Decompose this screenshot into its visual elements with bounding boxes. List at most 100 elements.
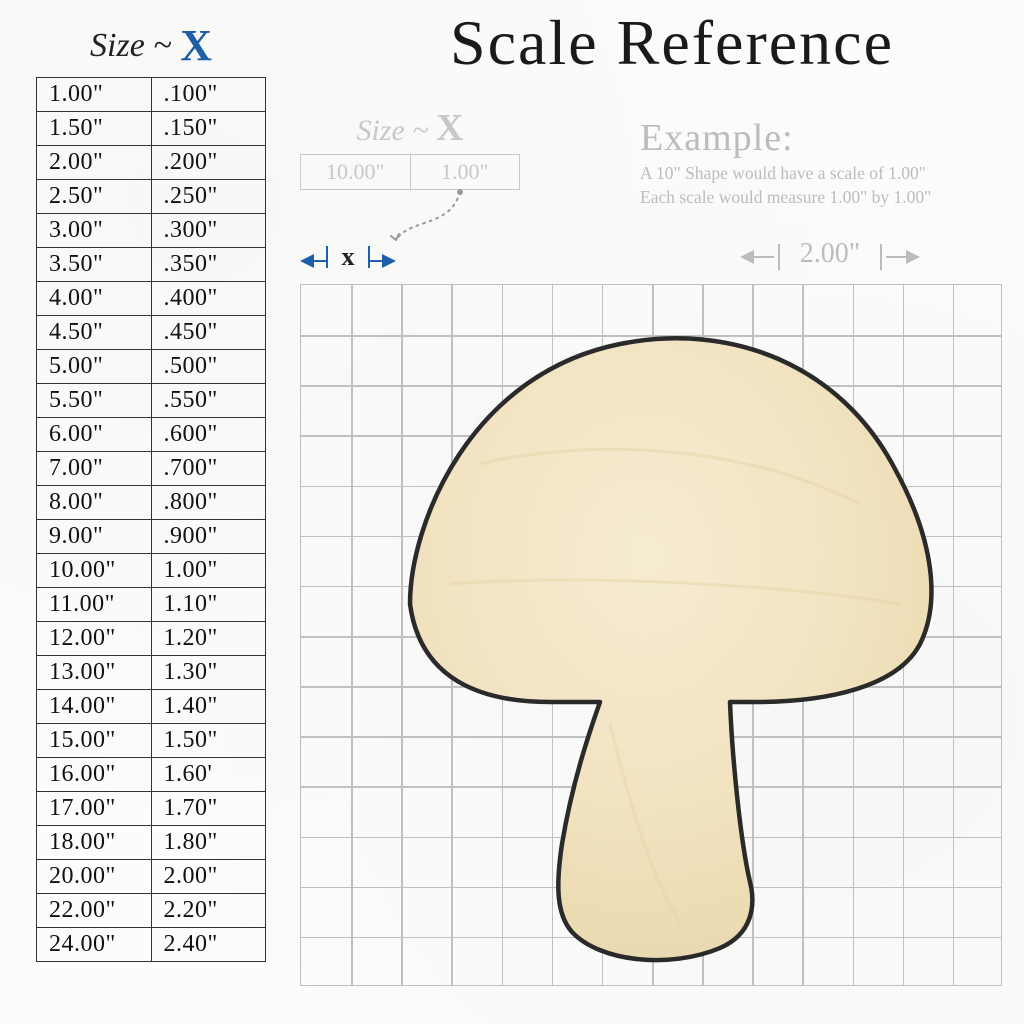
table-row: 20.00"2.00" xyxy=(37,860,266,894)
table-cell: 1.10" xyxy=(151,588,266,622)
table-cell: 7.00" xyxy=(37,452,152,486)
table-row: 3.50".350" xyxy=(37,248,266,282)
table-cell: 5.00" xyxy=(37,350,152,384)
table-row: 5.50".550" xyxy=(37,384,266,418)
table-row: 4.00".400" xyxy=(37,282,266,316)
size-table-body: 1.00".100"1.50".150"2.00".200"2.50".250"… xyxy=(36,77,266,962)
mini-cell-left: 10.00" xyxy=(301,155,411,189)
table-cell: .550" xyxy=(151,384,266,418)
table-cell: 2.00" xyxy=(151,860,266,894)
example-block: Example: A 10" Shape would have a scale … xyxy=(640,116,931,209)
table-cell: 14.00" xyxy=(37,690,152,724)
size-table: Size ~ X 1.00".100"1.50".150"2.00".200"2… xyxy=(36,20,266,962)
table-cell: 10.00" xyxy=(37,554,152,588)
table-row: 4.50".450" xyxy=(37,316,266,350)
table-row: 1.50".150" xyxy=(37,112,266,146)
table-cell: 1.00" xyxy=(151,554,266,588)
table-cell: .900" xyxy=(151,520,266,554)
table-cell: 1.60' xyxy=(151,758,266,792)
table-row: 12.00"1.20" xyxy=(37,622,266,656)
table-cell: .400" xyxy=(151,282,266,316)
mushroom-shape-icon xyxy=(300,284,1002,986)
table-cell: 1.00" xyxy=(37,78,152,112)
table-cell: 22.00" xyxy=(37,894,152,928)
table-cell: 1.30" xyxy=(151,656,266,690)
mini-size-title: Size ~ X xyxy=(300,106,520,150)
table-cell: .100" xyxy=(151,78,266,112)
mini-size-label: Size xyxy=(356,114,404,147)
example-line2: Each scale would measure 1.00" by 1.00" xyxy=(640,186,931,210)
size-table-header-size: Size xyxy=(90,27,145,64)
two-inch-label: 2.00" xyxy=(740,238,920,270)
mini-x-label: X xyxy=(436,107,463,149)
example-heading: Example: xyxy=(640,116,931,160)
x-dimension-marker: x xyxy=(300,240,396,272)
table-row: 22.00"2.20" xyxy=(37,894,266,928)
table-cell: .350" xyxy=(151,248,266,282)
size-table-header-x: X xyxy=(180,21,212,70)
table-cell: .500" xyxy=(151,350,266,384)
table-row: 11.00"1.10" xyxy=(37,588,266,622)
table-cell: 2.20" xyxy=(151,894,266,928)
table-row: 16.00"1.60' xyxy=(37,758,266,792)
table-row: 13.00"1.30" xyxy=(37,656,266,690)
table-cell: 24.00" xyxy=(37,928,152,962)
mini-dash: ~ xyxy=(412,114,436,147)
table-cell: 1.20" xyxy=(151,622,266,656)
mini-size-box: Size ~ X 10.00" 1.00" xyxy=(300,106,520,190)
table-cell: 11.00" xyxy=(37,588,152,622)
table-cell: 4.00" xyxy=(37,282,152,316)
table-cell: 13.00" xyxy=(37,656,152,690)
table-row: 24.00"2.40" xyxy=(37,928,266,962)
table-row: 7.00".700" xyxy=(37,452,266,486)
table-cell: 8.00" xyxy=(37,486,152,520)
table-row: 17.00"1.70" xyxy=(37,792,266,826)
mini-cell-right: 1.00" xyxy=(411,155,520,189)
table-cell: 17.00" xyxy=(37,792,152,826)
table-cell: 1.50" xyxy=(37,112,152,146)
table-cell: 9.00" xyxy=(37,520,152,554)
table-row: 15.00"1.50" xyxy=(37,724,266,758)
size-table-header-dash: ~ xyxy=(153,27,180,64)
mini-cells: 10.00" 1.00" xyxy=(300,154,520,190)
table-cell: 12.00" xyxy=(37,622,152,656)
table-cell: 20.00" xyxy=(37,860,152,894)
table-cell: .700" xyxy=(151,452,266,486)
table-cell: 1.40" xyxy=(151,690,266,724)
table-cell: .150" xyxy=(151,112,266,146)
table-cell: .800" xyxy=(151,486,266,520)
table-cell: 1.50" xyxy=(151,724,266,758)
table-row: 14.00"1.40" xyxy=(37,690,266,724)
table-cell: 15.00" xyxy=(37,724,152,758)
table-cell: 16.00" xyxy=(37,758,152,792)
table-row: 3.00".300" xyxy=(37,214,266,248)
table-row: 18.00"1.80" xyxy=(37,826,266,860)
table-cell: 2.00" xyxy=(37,146,152,180)
table-row: 6.00".600" xyxy=(37,418,266,452)
table-cell: 2.40" xyxy=(151,928,266,962)
page-title: Scale Reference xyxy=(340,6,1004,80)
table-row: 9.00".900" xyxy=(37,520,266,554)
arrow-right-icon xyxy=(382,254,396,268)
table-cell: 18.00" xyxy=(37,826,152,860)
table-cell: 5.50" xyxy=(37,384,152,418)
table-cell: 1.70" xyxy=(151,792,266,826)
size-table-header: Size ~ X xyxy=(36,20,266,77)
table-row: 2.50".250" xyxy=(37,180,266,214)
table-cell: .250" xyxy=(151,180,266,214)
table-cell: .300" xyxy=(151,214,266,248)
table-row: 5.00".500" xyxy=(37,350,266,384)
table-cell: .600" xyxy=(151,418,266,452)
table-cell: 6.00" xyxy=(37,418,152,452)
table-cell: 4.50" xyxy=(37,316,152,350)
table-row: 10.00"1.00" xyxy=(37,554,266,588)
table-cell: 3.00" xyxy=(37,214,152,248)
table-cell: .450" xyxy=(151,316,266,350)
example-line1: A 10" Shape would have a scale of 1.00" xyxy=(640,162,931,186)
table-cell: .200" xyxy=(151,146,266,180)
table-row: 2.00".200" xyxy=(37,146,266,180)
table-cell: 1.80" xyxy=(151,826,266,860)
arrow-right-icon xyxy=(906,250,920,264)
table-row: 1.00".100" xyxy=(37,78,266,112)
two-inch-marker: 2.00" xyxy=(740,236,920,276)
